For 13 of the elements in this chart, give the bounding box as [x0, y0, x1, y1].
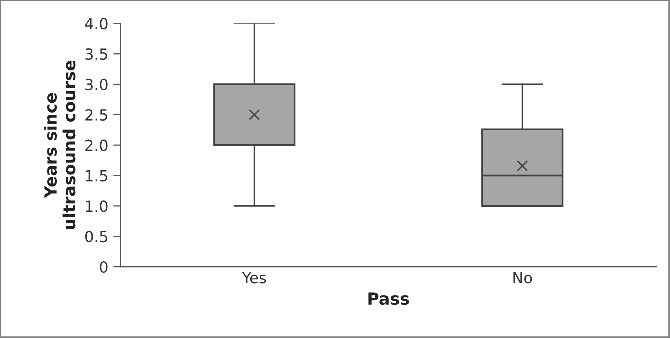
y-tick-label: 2.0 [86, 140, 108, 152]
y-tick-label: 4.0 [85, 18, 108, 30]
y-tick-label: 2.5 [86, 109, 108, 121]
y-tick-label: 3.0 [86, 78, 108, 91]
y-tick-label: 3.5 [86, 48, 108, 60]
y-axis-title: Years since ultrasound course [44, 60, 76, 230]
y-tick-label: 0.5 [86, 231, 108, 243]
y-tick-label: 1.0 [86, 200, 108, 212]
y-tick-label: 0 [100, 261, 108, 274]
x-tick-label: Yes [242, 272, 266, 284]
y-tick-label: 1.5 [86, 170, 108, 182]
x-axis-title: Pass [368, 292, 410, 306]
x-tick-label: No [514, 272, 532, 284]
